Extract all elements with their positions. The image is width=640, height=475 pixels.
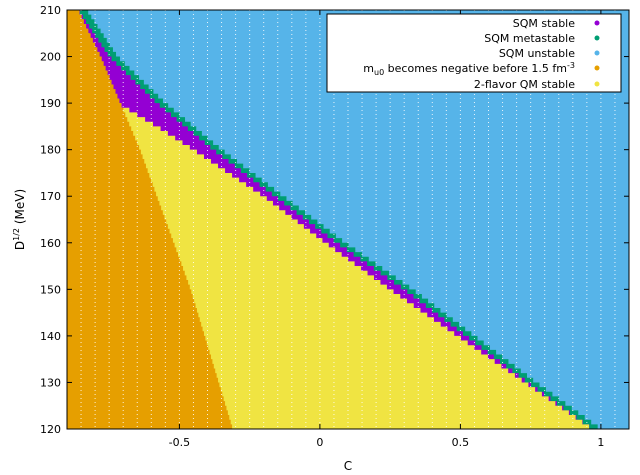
plot-frame — [66, 9, 630, 430]
y-tick-label: 150 — [40, 283, 61, 296]
region-mu-negative — [67, 10, 233, 429]
legend-label-mu-negative-part-2: becomes negative before 1.5 fm — [384, 62, 567, 75]
legend-entry-sqm-unstable: SQM unstable — [499, 47, 600, 60]
legend-marker-qm2-stable — [594, 81, 600, 87]
legend-label-sqm-unstable: SQM unstable — [499, 47, 575, 60]
y-tick-label: 170 — [40, 190, 61, 203]
x-axis-ticks: -0.5 0 0.5 1 — [169, 10, 604, 449]
y-tick-label: 130 — [40, 376, 61, 389]
y-axis-label-superscript: 1/2 — [12, 228, 21, 241]
legend-entry-mu-negative: mu0 becomes negative before 1.5 fm-3 — [363, 61, 600, 77]
y-tick-label: 160 — [40, 237, 61, 250]
y-axis-label-unit: (MeV) — [13, 189, 27, 228]
x-tick-label: 0 — [316, 436, 323, 449]
legend-marker-sqm-unstable — [594, 50, 600, 56]
y-tick-label: 140 — [40, 330, 61, 343]
y-tick-label: 210 — [40, 4, 61, 17]
legend-marker-sqm-stable — [594, 20, 600, 26]
legend-label-qm2-stable: 2-flavor QM stable — [474, 78, 575, 91]
legend-label-sqm-stable: SQM stable — [513, 17, 575, 30]
x-tick-label: 1 — [597, 436, 604, 449]
legend-label-mu-negative-part-0: m — [363, 62, 374, 75]
y-axis-ticks: 120 130 140 150 160 170 180 190 200 210 — [40, 4, 629, 436]
legend-label-mu-negative-subscript: u0 — [374, 68, 384, 77]
y-axis-label-base: D — [13, 241, 27, 250]
y-tick-label: 200 — [40, 51, 61, 64]
legend-marker-sqm-metastable — [594, 35, 600, 41]
legend-entry-sqm-metastable: SQM metastable — [484, 32, 600, 45]
legend-marker-mu-negative — [594, 65, 600, 71]
legend-label-mu-negative-superscript: -3 — [567, 61, 575, 70]
legend-entry-sqm-stable: SQM stable — [513, 17, 600, 30]
legend-label-sqm-metastable: SQM metastable — [484, 32, 575, 45]
x-tick-label: 0.5 — [452, 436, 470, 449]
x-axis-label: C — [344, 459, 352, 473]
legend-label-mu-negative: mu0 becomes negative before 1.5 fm-3 — [363, 61, 575, 77]
y-tick-label: 120 — [40, 423, 61, 436]
legend-box — [326, 13, 622, 93]
y-tick-label: 190 — [40, 97, 61, 110]
legend: SQM stable SQM metastable SQM unstable m… — [326, 13, 622, 93]
x-tick-label: -0.5 — [169, 436, 190, 449]
legend-entry-qm2-stable: 2-flavor QM stable — [474, 78, 600, 91]
y-tick-label: 180 — [40, 144, 61, 157]
y-axis-label: D1/2 (MeV) — [12, 189, 27, 250]
